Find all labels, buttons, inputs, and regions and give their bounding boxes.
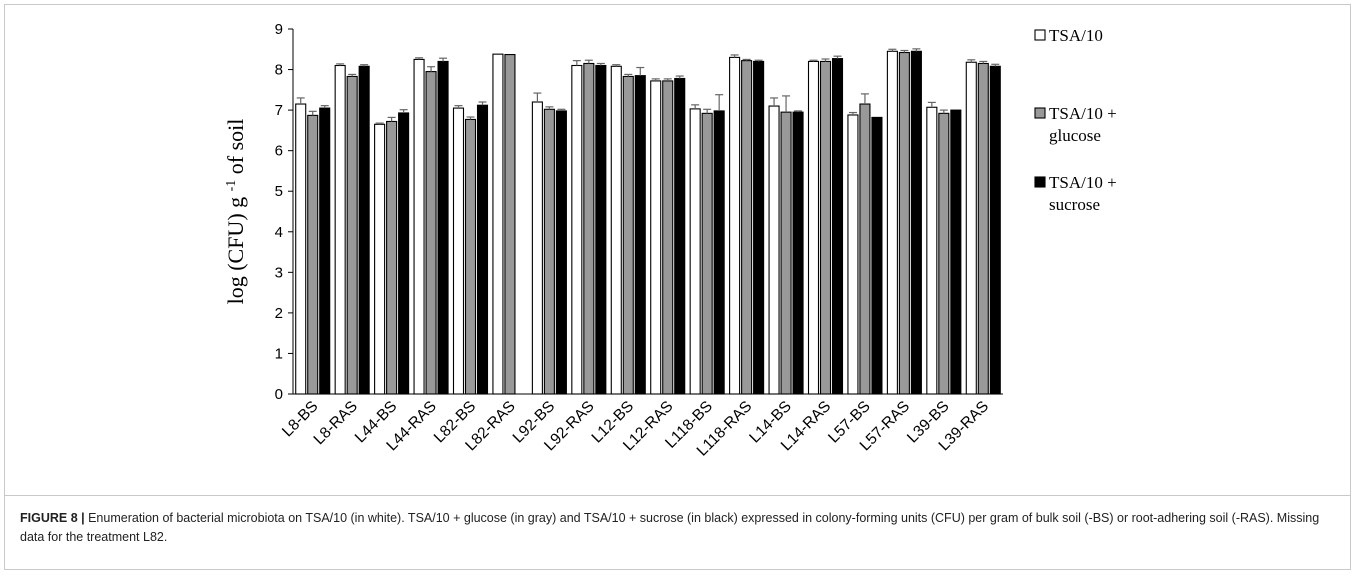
bar-L118-BS-s1 [701,112,713,395]
bar-L14-BS-s1 [780,111,792,395]
bar-L39-BS-s2 [950,109,962,395]
bar-L8-BS-s2 [319,107,331,395]
bar-L39-RAS-s2 [989,65,1001,395]
bar-L14-BS-s2 [792,111,804,395]
bar-L12-RAS-s0 [650,80,662,395]
bar-L57-RAS-s1 [898,51,910,395]
y-tick-label: 2 [275,305,283,322]
bar-L118-RAS-s2 [753,60,765,395]
bar-L82-BS-s2 [476,104,489,395]
bar-L92-BS-s1 [543,108,555,395]
bar-L39-RAS-s0 [965,61,977,395]
legend-label: TSA/10 + [1049,104,1117,123]
legend-label: sucrose [1049,195,1100,214]
bar-L39-BS-s1 [938,112,950,395]
y-tick-label: 9 [275,21,283,38]
y-axis-label-tail: of soil [223,119,248,180]
y-axis-label-sup: -1 [224,180,239,192]
bar-L118-BS-s0 [689,108,701,395]
bar-L82-BS-s1 [464,118,477,395]
bar-L118-RAS-s0 [729,56,741,395]
bar-chart: 0123456789L8-BSL8-RASL44-BSL44-RASL82-BS… [223,21,1117,460]
y-tick-label: 8 [275,62,283,79]
legend-label: glucose [1049,126,1101,145]
y-axis-label-main: log (CFU) g [223,191,248,304]
bar-L39-BS-s0 [926,106,938,395]
bar-L92-RAS-s2 [595,64,607,395]
y-axis-label: log (CFU) g -1 of soil [223,119,248,305]
bar-L12-BS-s1 [622,75,634,395]
bar-L44-BS-s0 [374,123,386,395]
legend: TSA/10 TSA/10 + glucose TSA/10 + sucrose [1034,26,1117,214]
bar-L14-BS-s0 [768,105,780,395]
bar-L82-BS-s0 [452,107,465,395]
bar-L57-BS-s2 [871,116,883,395]
y-tick-label: 0 [275,386,283,403]
bar-L14-RAS-s0 [807,60,820,395]
caption-text: Enumeration of bacterial microbiota on T… [20,511,1320,544]
bar-L14-RAS-s1 [819,60,832,395]
bar-L57-RAS-s2 [910,50,922,395]
bar-L12-RAS-s2 [674,77,686,395]
legend-label: TSA/10 [1049,26,1103,45]
bar-L44-RAS-s1 [425,71,437,395]
bar-L8-RAS-s2 [358,65,370,395]
bar-L44-RAS-s0 [413,58,425,395]
legend-swatch [1034,107,1046,119]
bars [295,48,1001,395]
bar-L14-RAS-s2 [831,58,844,395]
y-tick-label: 4 [275,224,283,241]
x-tick-label: L8-RAS [311,398,361,448]
y-tick-label: 5 [275,183,283,200]
bar-L8-BS-s1 [307,114,319,395]
bar-L118-BS-s2 [713,110,725,395]
caption-divider [4,495,1351,496]
legend-swatch [1034,29,1046,41]
bar-L92-BS-s2 [555,110,567,395]
bar-L12-RAS-s1 [662,80,674,395]
legend-label: TSA/10 + [1049,173,1117,192]
bar-L8-BS-s0 [295,103,307,395]
bar-L39-RAS-s1 [977,62,989,395]
bar-L44-BS-s1 [386,120,398,395]
bar-L57-RAS-s0 [886,50,898,395]
bar-L12-BS-s2 [634,75,646,395]
bar-L8-RAS-s0 [334,64,346,395]
bar-L44-BS-s2 [398,112,410,395]
y-tick-label: 7 [275,102,283,119]
bar-L92-RAS-s1 [583,62,595,395]
bar-L118-RAS-s1 [741,60,753,395]
y-tick-label: 1 [275,345,283,362]
bar-L57-BS-s1 [859,103,871,395]
bar-L44-RAS-s2 [437,60,449,395]
bar-L57-BS-s0 [847,114,859,395]
y-tick-label: 3 [275,264,283,281]
bar-L82-RAS-s1 [504,53,516,395]
caption-label: FIGURE 8 | [20,511,85,525]
legend-swatch [1034,176,1046,188]
y-tick-label: 6 [275,143,283,160]
figure-caption: FIGURE 8 | Enumeration of bacterial micr… [20,509,1340,547]
bar-L92-BS-s0 [531,101,543,395]
bar-L8-RAS-s1 [346,75,358,395]
bar-L92-RAS-s0 [571,64,583,395]
bar-L82-RAS-s0 [492,53,504,395]
bar-L12-BS-s0 [610,65,622,395]
